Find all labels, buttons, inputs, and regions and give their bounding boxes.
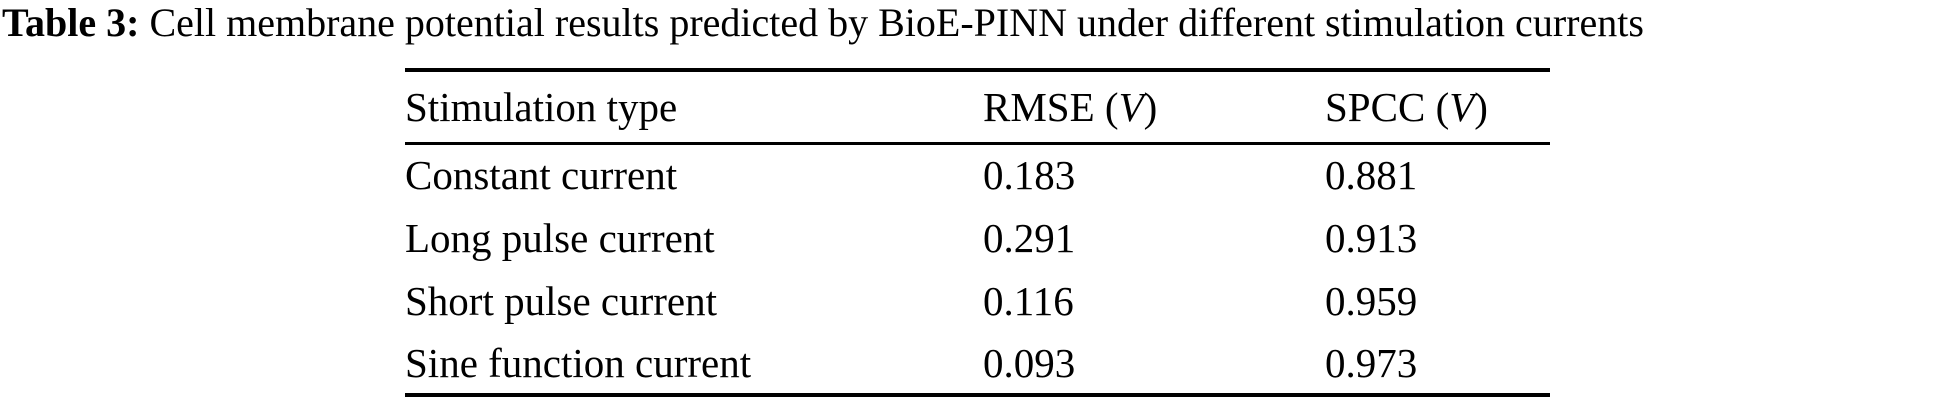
caption-text: Cell membrane potential results predicte…	[139, 0, 1644, 45]
header-paren-close: )	[1143, 83, 1158, 130]
cell-rmse: 0.093	[983, 339, 1076, 386]
table-row: Long pulse current 0.291 0.913	[405, 206, 1550, 269]
column-header-stimulation-type: Stimulation type	[405, 70, 983, 143]
cell-rmse: 0.116	[983, 277, 1074, 324]
table-row: Sine function current 0.093 0.973	[405, 332, 1550, 395]
header-paren-close: )	[1474, 83, 1488, 130]
table-caption: Table 3: Cell membrane potential results…	[2, 0, 1954, 46]
cell-rmse: 0.291	[983, 214, 1076, 261]
cell-rmse: 0.183	[983, 152, 1076, 199]
header-text: RMSE	[983, 83, 1095, 130]
header-row: Stimulation type RMSE (V) SPCC (V)	[405, 70, 1550, 143]
cell-spcc: 0.881	[1325, 152, 1418, 199]
cell-stimulation-type: Short pulse current	[405, 277, 717, 324]
cell-stimulation-type: Sine function current	[405, 339, 752, 386]
header-text: SPCC	[1325, 83, 1426, 130]
cell-stimulation-type: Constant current	[405, 152, 678, 199]
table-row: Short pulse current 0.116 0.959	[405, 269, 1550, 332]
header-unit-variable: V	[1118, 83, 1144, 130]
cell-spcc: 0.959	[1325, 277, 1418, 324]
caption-label: Table 3:	[2, 0, 140, 45]
header-paren-open: (	[1094, 83, 1119, 130]
column-header-rmse: RMSE (V)	[983, 70, 1325, 143]
header-unit-variable: V	[1449, 83, 1475, 130]
table-row: Constant current 0.183 0.881	[405, 143, 1550, 206]
header-text: Stimulation type	[405, 83, 678, 130]
header-paren-open: (	[1425, 83, 1450, 130]
cell-stimulation-type: Long pulse current	[405, 214, 715, 261]
column-header-spcc: SPCC (V)	[1325, 70, 1550, 143]
cell-spcc: 0.973	[1325, 339, 1418, 386]
cell-spcc: 0.913	[1325, 214, 1418, 261]
results-table: Stimulation type RMSE (V) SPCC (V) Const…	[405, 68, 1550, 397]
